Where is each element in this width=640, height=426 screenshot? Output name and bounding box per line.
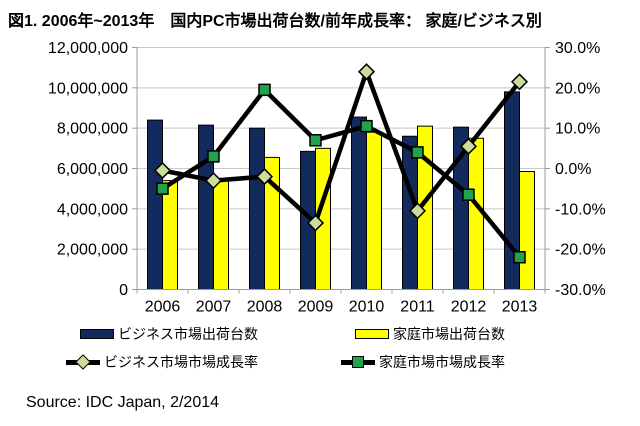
marker-square-2007 <box>207 150 220 163</box>
x-axis-category-label: 2010 <box>349 299 385 316</box>
marker-diamond-2010 <box>357 63 376 81</box>
business-bar-swatch-icon <box>80 329 114 339</box>
marker-diamond-2009 <box>306 214 325 232</box>
marker-square-2010 <box>360 119 373 133</box>
right-axis-tick-label: 0.0% <box>555 161 591 178</box>
business-growth-line-icon <box>66 354 100 370</box>
home-bar-swatch-icon <box>355 329 389 339</box>
left-axis-tick-label: 6,000,000 <box>57 161 128 178</box>
marker-square-2008 <box>258 83 271 97</box>
bar-business-2006 <box>147 119 163 290</box>
growth-line-home <box>160 87 522 260</box>
legend-label-home-shipments: 家庭市場出荷台数 <box>393 326 505 342</box>
legend-item-home-shipments: 家庭市場出荷台数 <box>355 326 505 342</box>
source-note: Source: IDC Japan, 2/2014 <box>26 394 220 411</box>
marker-diamond-2012 <box>459 137 478 155</box>
legend-label-home-growth: 家庭市場市場成長率 <box>379 354 505 370</box>
growth-line-business <box>160 69 522 226</box>
x-axis-category-label: 2011 <box>400 299 435 316</box>
marker-square-2013 <box>513 250 526 264</box>
marker-diamond-2013 <box>510 73 529 91</box>
marker-diamond-2007 <box>204 172 223 190</box>
right-axis-tick-label: -30.0% <box>555 282 606 299</box>
right-axis-tick-label: -20.0% <box>555 242 606 259</box>
x-axis-category-label: 2006 <box>145 299 181 316</box>
marker-square-2009 <box>309 134 322 147</box>
left-axis-tick-label: 8,000,000 <box>57 121 128 138</box>
x-axis-category-label: 2013 <box>502 299 538 316</box>
left-axis-tick-label: 2,000,000 <box>57 242 128 259</box>
left-axis-tick-label: 0 <box>119 282 128 299</box>
right-axis-tick-label: 10.0% <box>555 121 600 138</box>
legend-item-business-growth: ビジネス市場市場成長率 <box>66 354 258 370</box>
x-axis-category-label: 2007 <box>196 299 232 316</box>
right-axis-tick-label: 30.0% <box>555 40 600 57</box>
legend-label-business-growth: ビジネス市場市場成長率 <box>104 354 258 370</box>
marker-diamond-2006 <box>153 161 172 180</box>
right-axis-tick-label: 20.0% <box>555 80 600 97</box>
bar-business-2010 <box>351 116 367 290</box>
x-axis-category-label: 2008 <box>247 299 283 316</box>
legend-label-business-shipments: ビジネス市場出荷台数 <box>118 326 258 342</box>
legend-item-home-growth: 家庭市場市場成長率 <box>341 354 505 370</box>
marker-square-2006 <box>156 182 169 195</box>
left-axis-tick-label: 4,000,000 <box>57 201 128 218</box>
combo-chart-canvas: 0 2,000,000 4,000,000 6,000,000 8,000,000 10,… <box>48 40 606 316</box>
bar-home-2013 <box>519 171 535 290</box>
diamond-marker-icon <box>75 354 91 370</box>
legend-item-business-shipments: ビジネス市場出荷台数 <box>80 326 258 342</box>
x-axis-category-label: 2012 <box>451 299 487 316</box>
home-growth-line-icon <box>341 356 375 368</box>
left-axis-tick-label: 10,000,000 <box>48 80 128 97</box>
chart-title: 図1. 2006年~2013年 国内PC市場出荷台数/前年成長率： 家庭/ビジネ… <box>8 13 542 30</box>
bar-business-2007 <box>198 124 214 291</box>
x-axis-category-label: 2009 <box>298 299 334 316</box>
marker-square-2011 <box>411 146 424 159</box>
square-marker-icon <box>352 356 364 368</box>
bar-business-2008 <box>249 127 265 290</box>
right-axis-tick-label: -10.0% <box>555 201 606 218</box>
chart-legend: ビジネス市場出荷台数 家庭市場出荷台数 ビジネス市場市場成長率 家庭市場市場成長… <box>0 326 640 386</box>
marker-diamond-2011 <box>408 202 427 220</box>
bar-home-2006 <box>162 180 178 291</box>
bar-home-2010 <box>366 131 382 290</box>
marker-square-2012 <box>462 188 475 201</box>
bar-home-2007 <box>213 180 229 291</box>
marker-diamond-2008 <box>255 168 274 186</box>
left-axis-tick-label: 12,000,000 <box>48 40 128 57</box>
